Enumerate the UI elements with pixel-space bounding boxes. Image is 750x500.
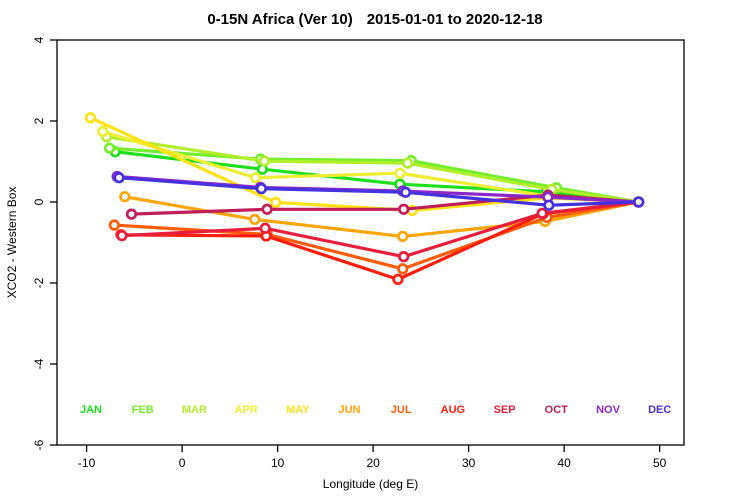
x-tick-label: 20 [366, 456, 380, 470]
chart-title-region: 0-15N Africa (Ver 10) [207, 11, 352, 28]
x-tick-label: 40 [557, 456, 571, 470]
legend-month-sep: SEP [494, 404, 516, 416]
legend-month-jan: JAN [80, 404, 102, 416]
chart-title: 0-15N Africa (Ver 10) 2015-01-01 to 2020-… [207, 11, 542, 28]
data-point-may [270, 196, 282, 209]
data-point-jul [108, 219, 120, 231]
data-point-may [84, 112, 97, 124]
y-tick-label: 4 [32, 36, 46, 43]
data-point-jun [119, 191, 131, 203]
data-point-mar [258, 155, 270, 167]
data-point-feb [103, 142, 116, 154]
y-tick-label: -4 [32, 358, 46, 369]
data-point-aug [392, 273, 404, 286]
data-point-dec [255, 182, 268, 195]
data-point-apr [250, 172, 262, 184]
y-tick-label: -2 [32, 277, 46, 288]
y-axis-label: XCO2 - Western Box [5, 187, 19, 299]
data-point-sep [259, 222, 271, 234]
legend-month-jul: JUL [391, 404, 412, 416]
data-point-jun [249, 213, 261, 226]
data-point-dec [543, 199, 555, 211]
data-point-oct [125, 208, 138, 220]
x-axis-label: Longitude (deg E) [323, 477, 418, 491]
data-point-sep [398, 251, 410, 263]
legend-month-oct: OCT [545, 404, 569, 416]
x-tick-label: 30 [462, 456, 476, 470]
data-point-mar [401, 157, 414, 169]
data-point-apr [97, 125, 109, 138]
y-tick-label: -6 [32, 439, 46, 450]
data-point-sep [536, 207, 548, 219]
data-point-oct [261, 203, 273, 215]
x-tick-label: 10 [271, 456, 285, 470]
y-tick-label: 0 [32, 198, 46, 205]
data-point-dec [113, 172, 125, 184]
legend-month-apr: APR [234, 404, 257, 416]
data-point-dec [399, 186, 412, 198]
data-point-jun [397, 230, 409, 243]
x-tick-label: 0 [179, 456, 186, 470]
data-point-sep [116, 229, 128, 242]
x-tick-label: 50 [653, 456, 667, 470]
chart-title-dates: 2015-01-01 to 2020-12-18 [367, 11, 543, 28]
data-point-jul [397, 263, 409, 275]
plot-frame [56, 39, 685, 446]
legend-month-dec: DEC [648, 404, 671, 416]
legend-month-feb: FEB [132, 404, 154, 416]
y-tick-label: 2 [32, 117, 46, 124]
legend-month-mar: MAR [182, 404, 207, 416]
legend-month-may: MAY [286, 404, 310, 416]
x-tick-label: -10 [78, 456, 96, 470]
data-point-dec [632, 196, 645, 208]
data-point-apr [394, 167, 406, 179]
legend-month-aug: AUG [441, 404, 465, 416]
legend-month-nov: NOV [596, 404, 621, 416]
legend-month-jun: JUN [338, 404, 360, 416]
data-point-oct [398, 203, 410, 215]
